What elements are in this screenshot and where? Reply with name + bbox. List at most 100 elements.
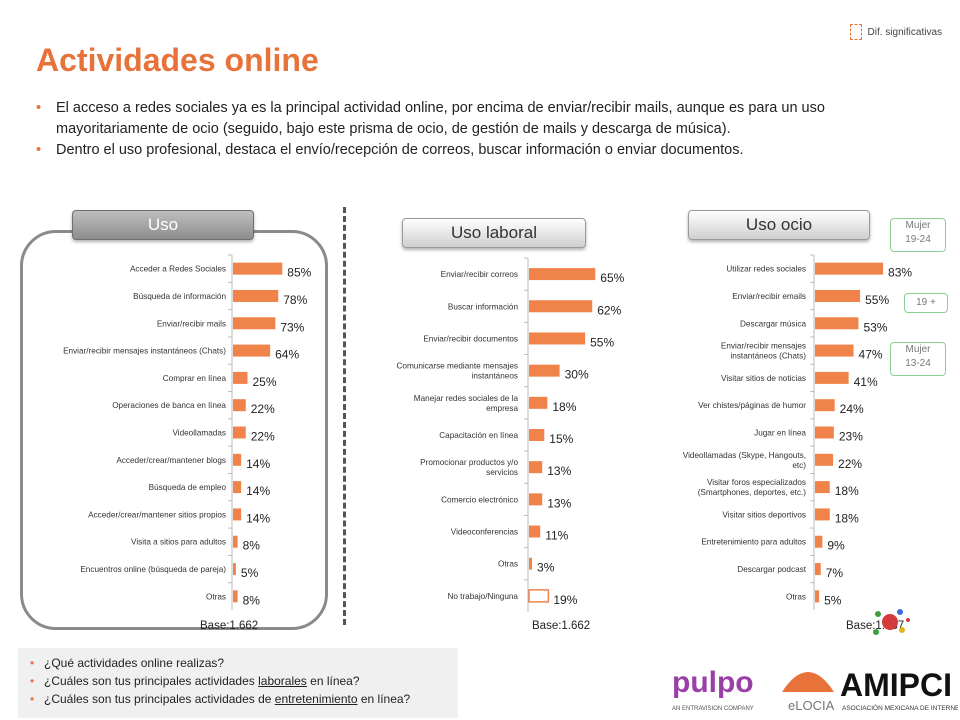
ocio-value-label: 18%	[835, 511, 859, 525]
laboral-bar	[529, 429, 545, 441]
laboral-category-label: No trabajo/Ninguna	[447, 592, 518, 601]
ocio-category-label-line: instantáneos (Chats)	[730, 352, 806, 361]
ocio-category-label-line: Jugar en línea	[754, 429, 806, 438]
ocio-bar	[815, 289, 861, 302]
laboral-base-label: Base:1.662	[532, 620, 591, 632]
amipci-dot	[882, 614, 898, 630]
laboral-bar	[529, 525, 541, 538]
laboral-category-label: Videoconferencias	[451, 528, 518, 537]
laboral-value-label: 19%	[553, 593, 577, 607]
ocio-value-label: 53%	[863, 320, 887, 334]
ocio-category-label-line: Visitar sitios de noticias	[721, 374, 806, 383]
significance-legend: Dif. significativas	[849, 24, 942, 40]
uso-bar	[233, 426, 246, 439]
uso-bar	[233, 535, 238, 548]
ocio-value-label: 41%	[854, 375, 878, 389]
uso-bar	[233, 289, 279, 302]
ocio-panel-title: Uso ocio	[688, 210, 870, 240]
uso-category-label-line: Acceder a Redes Sociales	[130, 265, 226, 274]
question-text: en línea?	[306, 674, 360, 688]
question-text: ¿Cuáles son tus principales actividades	[44, 674, 259, 688]
uso-category-label: Otras	[206, 592, 226, 601]
uso-chart-group: 85% Acceder a Redes Sociales 78% Búsqueda d…	[63, 254, 312, 610]
laboral-bar	[528, 589, 550, 603]
uso-bar	[233, 590, 238, 603]
uso-category-label-line: Búsqueda de información	[133, 292, 226, 301]
elocia-logo-mark	[782, 672, 834, 692]
uso-category-label: Acceder a Redes Sociales	[130, 265, 226, 274]
ocio-bar	[815, 481, 830, 494]
laboral-category-label: Comercio electrónico	[441, 495, 518, 504]
ocio-category-label-line: etc)	[792, 461, 806, 470]
question-underlined: laborales	[258, 674, 307, 688]
callout-19-plus: 19 +	[904, 293, 948, 313]
ocio-category-label: Enviar/recibir emails	[732, 292, 806, 301]
laboral-value-label: 13%	[547, 496, 571, 510]
uso-category-label: Acceder/crear/mantener blogs	[116, 456, 226, 465]
laboral-value-label: 55%	[590, 335, 614, 349]
amipci-dot	[899, 627, 905, 633]
question-text: ¿Qué actividades online realizas?	[44, 656, 225, 670]
laboral-category-label: Enviar/recibir documentos	[423, 334, 518, 343]
laboral-category-label: Promocionar productos y/o servicios	[420, 458, 518, 477]
laboral-bar	[529, 461, 543, 474]
uso-bar	[233, 399, 246, 412]
laboral-bar	[529, 557, 533, 570]
uso-category-label-line: Enviar/recibir mensajes instantáneos (Ch…	[63, 347, 226, 356]
ocio-bar	[815, 535, 823, 548]
laboral-bar	[529, 364, 560, 377]
uso-category-label: Enviar/recibir mensajes instantáneos (Ch…	[63, 347, 226, 356]
laboral-bar	[529, 493, 543, 506]
ocio-category-label: Descargar podcast	[737, 565, 806, 574]
ocio-category-label: Visitar sitios deportivos	[722, 510, 806, 519]
laboral-panel-title: Uso laboral	[402, 218, 586, 248]
ocio-value-label: 24%	[840, 402, 864, 416]
elocia-logo-text: eLOCIA	[788, 698, 835, 713]
ocio-category-label: Otras	[786, 592, 806, 601]
uso-value-label: 14%	[246, 457, 270, 471]
laboral-category-label: Comunicarse mediante mensajes instantáneo…	[396, 362, 518, 381]
uso-category-label-line: Enviar/recibir mails	[157, 319, 226, 328]
ocio-category-label-line: Visitar foros especializados	[707, 478, 806, 487]
laboral-category-label-line: No trabajo/Ninguna	[447, 592, 518, 601]
ocio-bar	[815, 262, 884, 275]
uso-value-label: 8%	[243, 539, 261, 553]
amipci-dot	[906, 618, 910, 622]
callout-mujer-13-24: Mujer 13-24	[890, 342, 946, 376]
laboral-category-label: Manejar redes sociales de la empresa	[414, 394, 519, 413]
uso-value-label: 64%	[275, 348, 299, 362]
laboral-category-label-line: Capacitación en línea	[439, 431, 518, 440]
ocio-bar	[815, 426, 834, 439]
ocio-category-label: Enviar/recibir mensajes instantáneos (Cha…	[721, 342, 806, 361]
ocio-bar	[815, 563, 821, 576]
laboral-value-label: 30%	[565, 368, 589, 382]
significance-legend-label: Dif. significativas	[867, 26, 942, 38]
uso-category-label: Visita a sitios para adultos	[131, 538, 226, 547]
uso-category-label-line: Videollamadas	[172, 429, 226, 438]
ocio-category-label-line: Utilizar redes sociales	[726, 265, 806, 274]
uso-value-label: 25%	[253, 375, 277, 389]
summary-bullet: El acceso a redes sociales ya es la prin…	[36, 98, 916, 140]
ocio-value-label: 83%	[888, 266, 912, 280]
elocia-logo: eLOCIA	[782, 672, 835, 713]
ocio-value-label: 47%	[859, 348, 883, 362]
laboral-bar	[529, 396, 548, 409]
ocio-bar	[815, 371, 849, 384]
uso-value-label: 73%	[280, 320, 304, 334]
ocio-bar	[815, 399, 835, 412]
uso-category-label: Encuentros online (búsqueda de pareja)	[80, 565, 226, 574]
uso-category-label-line: Acceder/crear/mantener blogs	[116, 456, 226, 465]
ocio-value-label: 22%	[838, 457, 862, 471]
laboral-category-label-line: Enviar/recibir documentos	[423, 334, 518, 343]
uso-category-label: Búsqueda de empleo	[149, 483, 227, 492]
ocio-category-label-line: Enviar/recibir emails	[732, 292, 806, 301]
ocio-value-label: 18%	[835, 484, 859, 498]
summary-bullets: El acceso a redes sociales ya es la prin…	[36, 98, 916, 161]
laboral-bar	[529, 300, 593, 313]
ocio-value-label: 5%	[824, 593, 842, 607]
dashed-box-icon	[849, 24, 862, 40]
ocio-bar	[815, 508, 830, 521]
amipci-logo-subtext: ASOCIACIÓN MEXICANA DE INTERNET	[842, 703, 958, 712]
uso-bar	[233, 262, 283, 275]
uso-category-label: Búsqueda de información	[133, 292, 226, 301]
